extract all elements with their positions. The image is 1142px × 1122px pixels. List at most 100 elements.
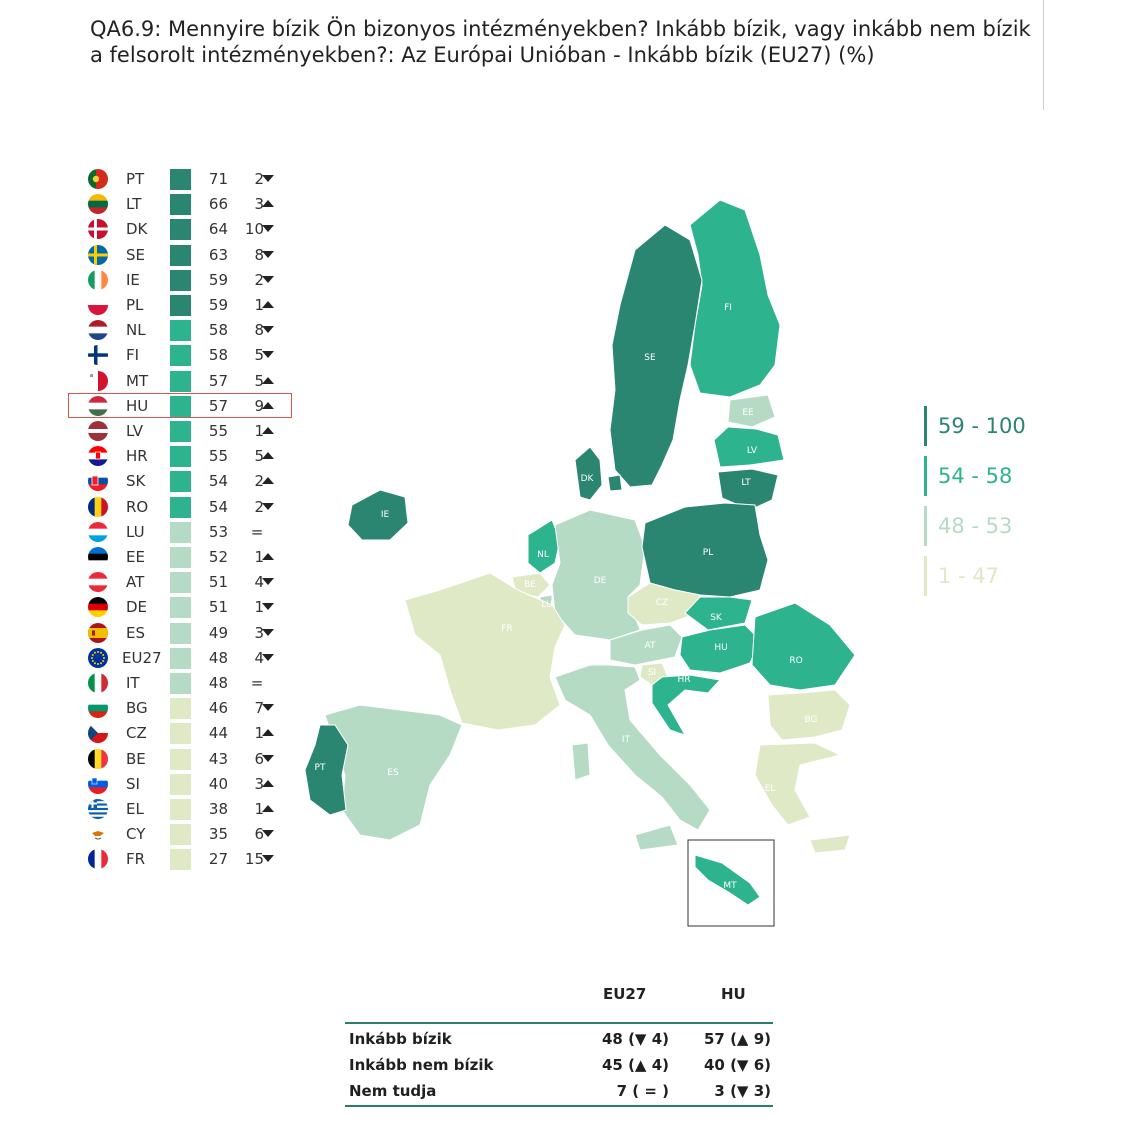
country-value: 40 <box>208 774 228 793</box>
map-region-AT <box>609 624 683 666</box>
summary-col-hu: HU <box>721 985 746 1003</box>
country-change: 6 <box>254 825 264 844</box>
country-value: 35 <box>208 825 228 844</box>
map-region-ES <box>324 704 463 841</box>
scale-item: 54 - 58 <box>924 456 1054 496</box>
color-swatch <box>170 773 191 795</box>
country-value: 54 <box>208 472 228 491</box>
map-region-EL <box>754 742 851 854</box>
country-change: 10 <box>244 220 264 239</box>
color-swatch <box>170 320 191 342</box>
color-swatch <box>170 244 191 266</box>
country-code: RO <box>126 497 149 516</box>
scale-bar <box>924 456 927 496</box>
map-label-pt: PT <box>315 763 326 773</box>
summary-row: Inkább nem bízik 45 (▲ 4) 40 (▼ 6) <box>345 1053 773 1077</box>
country-change: 1 <box>254 296 264 314</box>
country-value: 58 <box>208 321 228 340</box>
country-code: MT <box>126 371 149 390</box>
ranking-row-fi: FI 58 5 <box>86 344 286 367</box>
country-value: 64 <box>208 220 228 239</box>
country-change: 4 <box>254 573 264 592</box>
country-change: 2 <box>254 170 264 188</box>
map-region-RO <box>751 602 856 691</box>
color-swatch <box>170 295 191 316</box>
chart-title: QA6.9: Mennyire bízik Ön bizonyos intézm… <box>90 17 1031 67</box>
color-swatch <box>170 219 191 241</box>
map-label-nl: NL <box>537 550 549 560</box>
map-region-SE <box>609 224 703 488</box>
country-value: 59 <box>208 296 228 314</box>
ranking-row-bg: BG 46 7 <box>86 697 286 720</box>
ranking-row-cz: CZ 44 1 <box>86 722 286 745</box>
ranking-row-de: DE 51 1 <box>86 596 286 619</box>
malta-inset-frame <box>687 839 775 927</box>
map-label-el: EL <box>765 784 776 794</box>
country-code: LV <box>126 422 143 440</box>
map-region-LT <box>717 468 779 511</box>
ranking-row-se: SE 63 8 <box>86 244 286 266</box>
triangle-down-icon <box>262 175 274 182</box>
cz-flag-icon <box>88 723 108 744</box>
country-change: 15 <box>244 850 264 869</box>
summary-label: Inkább bízik <box>349 1030 452 1048</box>
country-value: 48 <box>208 674 228 692</box>
country-code: AT <box>126 573 145 592</box>
fi-flag-icon <box>88 345 108 366</box>
country-code: FI <box>126 346 140 365</box>
color-swatch <box>170 748 191 770</box>
country-code: CY <box>126 825 146 844</box>
map-label-hu: HU <box>714 643 727 653</box>
scale-item: 48 - 53 <box>924 506 1054 546</box>
ranking-row-hu: HU 57 9 <box>86 395 286 417</box>
country-value: 43 <box>208 749 228 768</box>
map-label-fr: FR <box>501 624 512 634</box>
country-code: BG <box>126 699 148 718</box>
country-code: SE <box>126 245 145 264</box>
country-code: ES <box>126 623 145 642</box>
lt-flag-icon <box>88 194 108 215</box>
triangle-up-icon <box>262 452 274 460</box>
map-region-EE <box>727 394 776 428</box>
country-value: 38 <box>208 800 228 818</box>
map-label-cz: CZ <box>656 598 668 608</box>
country-value: 53 <box>208 522 228 541</box>
country-change: 1 <box>254 422 264 440</box>
europe-map: FI SE EE LV LT DK IE NL BE LU DE PL CZ SK FR AT HU RO SI HR… <box>304 199 856 927</box>
map-label-hr: HR <box>677 675 690 685</box>
country-value: 59 <box>208 270 228 289</box>
color-swatch <box>170 169 191 190</box>
color-swatch <box>170 370 191 392</box>
se-flag-icon <box>88 244 108 265</box>
color-swatch <box>170 597 191 619</box>
map-label-at: AT <box>645 641 656 651</box>
country-code: NL <box>126 321 146 340</box>
map-label-ie: IE <box>381 510 390 520</box>
ranking-row-it: IT 48 = <box>86 672 286 694</box>
map-region-HU <box>679 624 761 674</box>
triangle-up-icon <box>262 779 274 787</box>
ranking-row-pl: PL 59 1 <box>86 294 286 316</box>
el-flag-icon <box>88 799 108 819</box>
country-code: LU <box>126 522 145 541</box>
color-swatch <box>170 395 191 417</box>
country-change: 5 <box>254 447 264 466</box>
scale-item: 1 - 47 <box>924 556 1054 596</box>
country-value: 51 <box>208 598 228 617</box>
sk-flag-icon <box>88 471 108 492</box>
color-swatch <box>170 194 191 216</box>
summary-hu-value: 40 (▼ 6) <box>703 1056 771 1074</box>
color-swatch <box>170 345 191 367</box>
ranking-row-dk: DK 64 10 <box>86 218 286 241</box>
country-code: EL <box>126 800 144 818</box>
map-label-dk: DK <box>581 474 595 484</box>
country-code: IT <box>126 674 140 692</box>
bg-flag-icon <box>88 698 108 719</box>
color-swatch <box>170 572 191 594</box>
country-code: EE <box>126 548 145 566</box>
map-region-IE <box>347 489 409 541</box>
ranking-row-el: EL 38 1 <box>86 798 286 820</box>
summary-hu-value: 3 (▼ 3) <box>714 1082 771 1100</box>
country-change: 2 <box>254 472 264 491</box>
country-code: SI <box>126 774 140 793</box>
